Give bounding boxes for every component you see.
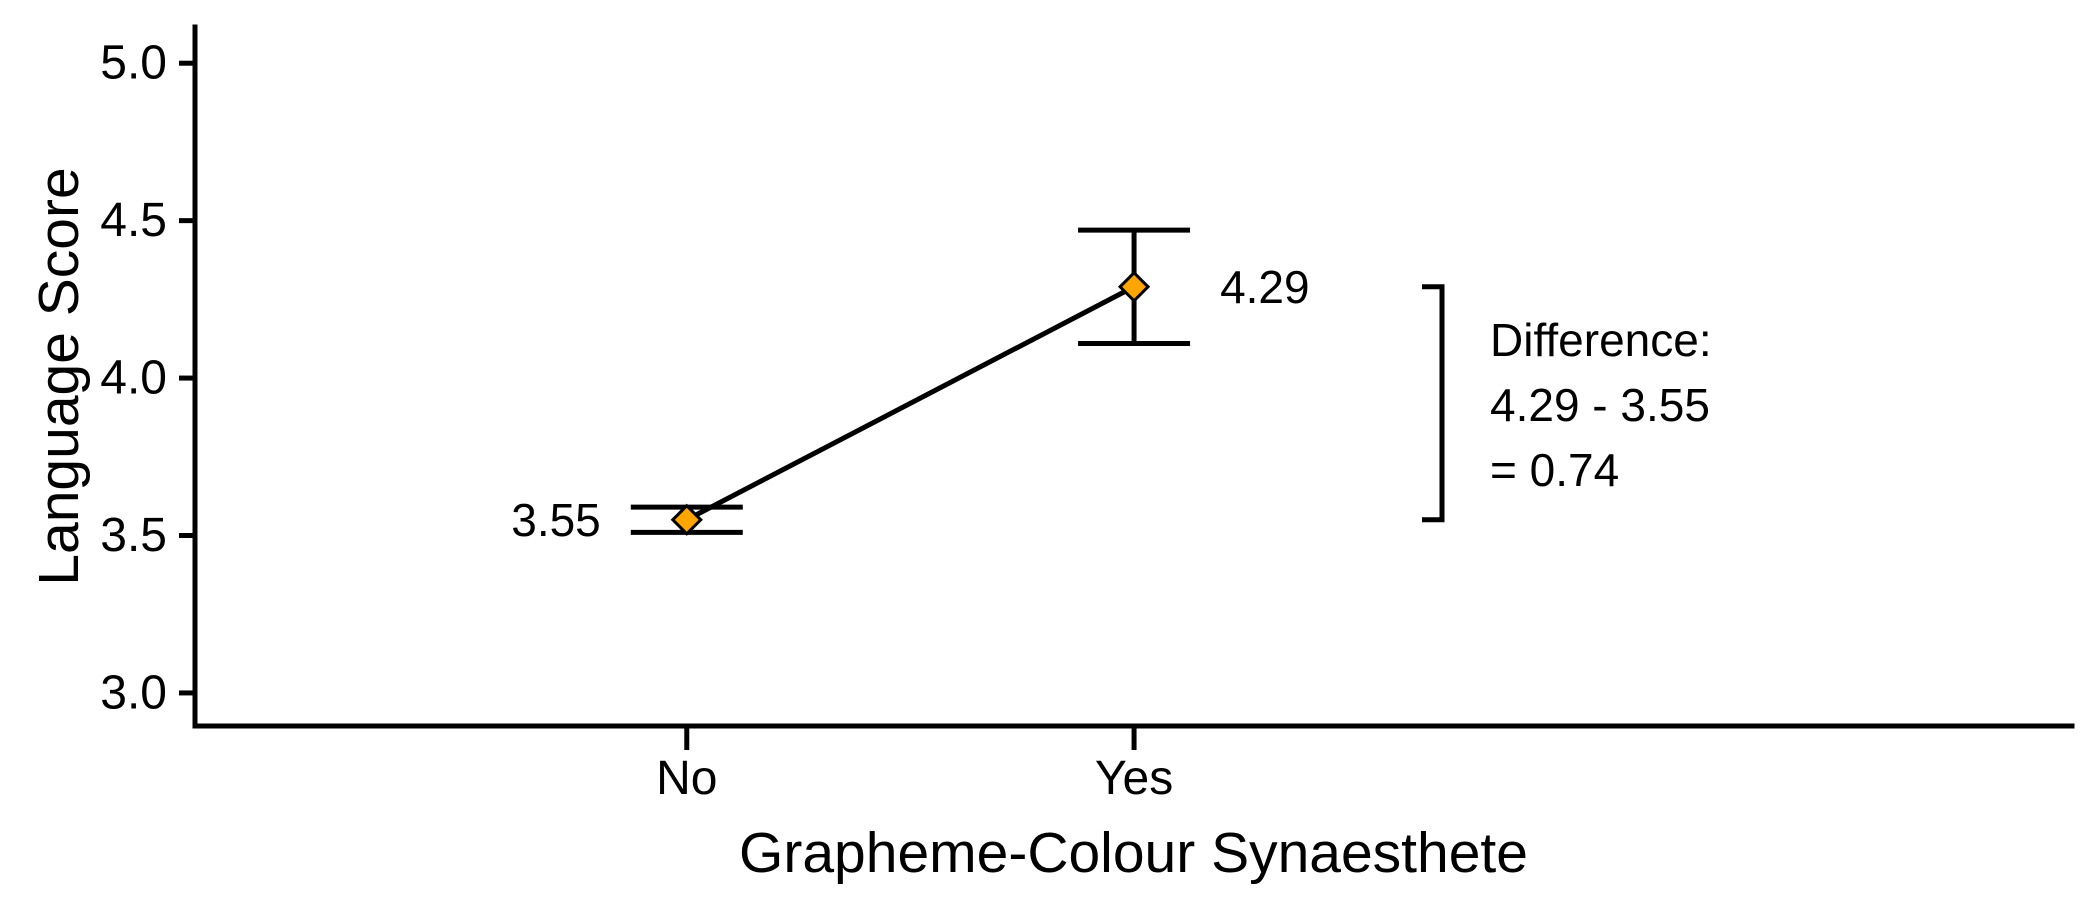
x-axis-title: Grapheme-Colour Synaesthete <box>739 821 1528 885</box>
annotation-line-2: 4.29 - 3.55 <box>1490 379 1710 431</box>
y-tick-label: 4.0 <box>100 352 167 405</box>
point-value-label: 3.55 <box>511 494 601 546</box>
point-marker <box>670 503 703 536</box>
y-tick-label: 3.5 <box>100 509 167 562</box>
y-tick-label: 4.5 <box>100 194 167 247</box>
x-tick-label: Yes <box>1095 752 1173 805</box>
point-value-label: 4.29 <box>1220 261 1310 313</box>
y-tick-label: 5.0 <box>100 37 167 90</box>
y-tick-label: 3.0 <box>100 666 167 719</box>
difference-bracket <box>1422 284 1445 523</box>
annotation-line-1: Difference: <box>1490 314 1712 366</box>
y-axis-title: Language Score <box>27 167 91 585</box>
annotation-line-3: = 0.74 <box>1490 444 1619 496</box>
connector-line <box>685 284 1136 522</box>
x-tick-label: No <box>656 752 717 805</box>
point-marker <box>1117 270 1151 303</box>
